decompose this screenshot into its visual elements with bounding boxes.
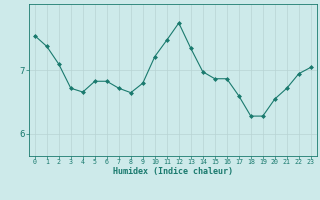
X-axis label: Humidex (Indice chaleur): Humidex (Indice chaleur): [113, 167, 233, 176]
